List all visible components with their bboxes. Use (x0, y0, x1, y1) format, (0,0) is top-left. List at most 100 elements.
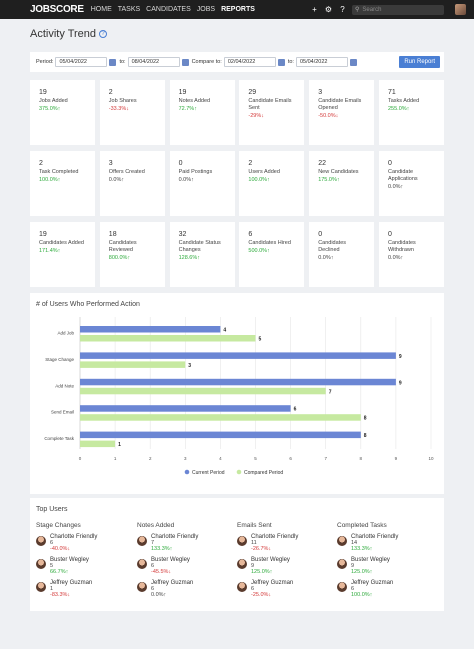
user-entry[interactable]: Jeffrey Guzman 6 100.0%↑ (337, 580, 437, 603)
filter-bar: Period: 05/04/2022 to: 08/04/2022 Compar… (30, 52, 444, 72)
user-name[interactable]: Jeffrey Guzman (50, 580, 93, 586)
user-entry[interactable]: Charlotte Friendly 7 133.3%↑ (137, 534, 237, 557)
calendar-icon[interactable] (277, 58, 285, 66)
stat-label: Candidates Declined (318, 240, 347, 253)
top-users-column: Emails Sent Charlotte Friendly 11 -26.7%↓ Bu… (237, 522, 337, 603)
stat-value: 0 (387, 160, 392, 167)
data-label: 9 (399, 354, 402, 360)
to-label: to: (119, 59, 126, 65)
stat-label: Candidate Applications (387, 169, 418, 182)
compare-to-input[interactable]: 05/04/2022 (295, 57, 348, 67)
bar (80, 405, 291, 412)
stat-card: 0 Candidates Declined 0.0%↑ (309, 222, 375, 287)
user-change: 133.3%↑ (351, 546, 373, 552)
user-entry[interactable]: Charlotte Friendly 11 -26.7%↓ (237, 534, 337, 557)
user-name[interactable]: Buster Wegley (351, 557, 390, 563)
stat-label: Job Shares (108, 98, 137, 104)
user-name[interactable]: Buster Wegley (151, 557, 190, 563)
run-report-button[interactable]: Run Report (399, 56, 440, 68)
user-change: 133.3%↑ (151, 546, 173, 552)
user-change: -83.3%↓ (50, 592, 71, 598)
data-label: 9 (399, 380, 402, 386)
category-label: Complete Task (44, 436, 74, 441)
user-entry[interactable]: Buster Wegley 6 -45.5%↓ (137, 557, 237, 580)
help-icon[interactable]: ? (340, 5, 345, 14)
user-entry[interactable]: Buster Wegley 9 125.0%↑ (337, 557, 437, 580)
user-change: 0.0%↑ (151, 592, 167, 598)
compare-from-input[interactable]: 02/04/2022 (223, 57, 276, 67)
search-icon: ⚲ (355, 7, 360, 13)
stat-change: 0.0%↑ (387, 184, 404, 190)
category-label: Add Job (57, 331, 74, 336)
user-name[interactable]: Jeffrey Guzman (151, 580, 194, 586)
user-avatar (337, 582, 347, 592)
x-tick-label: 7 (324, 456, 327, 461)
stat-card: 19 Jobs Added 375.0%↑ (30, 80, 95, 145)
data-label: 7 (329, 389, 332, 395)
compare-label: Compare to: (191, 59, 222, 65)
nav-jobs[interactable]: JOBS (196, 6, 216, 13)
stat-card: 18 Candidates Reviewed 800.0%↑ (99, 222, 165, 287)
stat-change: 175.0%↑ (318, 177, 340, 183)
user-entry[interactable]: Charlotte Friendly 14 133.3%↑ (337, 534, 437, 557)
user-entry[interactable]: Jeffrey Guzman 6 0.0%↑ (137, 580, 237, 603)
gear-icon[interactable]: ⚙ (324, 5, 333, 14)
user-value: 6 (50, 540, 54, 546)
user-avatar (36, 536, 46, 546)
stat-value: 2 (108, 89, 113, 96)
bar (80, 378, 396, 386)
user-entry[interactable]: Jeffrey Guzman 1 -83.3%↓ (36, 580, 136, 603)
column-title: Completed Tasks (337, 522, 387, 529)
x-tick-label: 10 (428, 456, 434, 461)
stat-card: 3 Candidate Emails Opened -50.0%↓ (309, 80, 375, 145)
user-name[interactable]: Charlotte Friendly (251, 534, 299, 540)
user-avatar[interactable] (455, 4, 466, 15)
top-users-column: Stage Changes Charlotte Friendly 6 -40.0%↓ B… (36, 522, 136, 603)
calendar-icon[interactable] (181, 58, 189, 66)
nav-candidates[interactable]: CANDIDATES (146, 6, 191, 13)
jobscore-logo[interactable]: JOBSCORE (30, 4, 84, 15)
data-label: 8 (364, 416, 367, 422)
stat-card: 29 Candidate Emails Sent -29%↓ (239, 80, 305, 145)
user-entry[interactable]: Jeffrey Guzman 6 -25.0%↓ (237, 580, 337, 603)
stat-label: New Candidates (318, 169, 359, 175)
user-name[interactable]: Jeffrey Guzman (351, 580, 394, 586)
bar (80, 326, 221, 333)
nav-reports[interactable]: REPORTS (221, 6, 255, 13)
search-input[interactable]: ⚲ Search (352, 4, 444, 15)
x-tick-label: 2 (149, 456, 152, 461)
period-to-input[interactable]: 08/04/2022 (127, 57, 180, 67)
stat-card: 0 Paid Postings 0.0%↑ (169, 151, 235, 216)
user-value: 5 (50, 563, 54, 569)
user-name[interactable]: Buster Wegley (50, 557, 89, 563)
stat-label: Offers Created (108, 169, 145, 175)
user-name[interactable]: Charlotte Friendly (50, 534, 98, 540)
user-avatar (137, 559, 147, 569)
stat-change: -50.0%↓ (318, 113, 339, 119)
user-entry[interactable]: Buster Wegley 5 66.7%↑ (36, 557, 136, 580)
nav-tasks[interactable]: TASKS (117, 6, 141, 13)
user-name[interactable]: Charlotte Friendly (151, 534, 199, 540)
user-entry[interactable]: Charlotte Friendly 6 -40.0%↓ (36, 534, 136, 557)
user-entry[interactable]: Buster Wegley 9 125.0%↑ (237, 557, 337, 580)
column-title: Notes Added (137, 522, 175, 529)
stat-label: Candidates Reviewed (108, 240, 137, 253)
stat-card: 3 Offers Created 0.0%↑ (99, 151, 165, 216)
user-name[interactable]: Buster Wegley (251, 557, 290, 563)
user-change: -40.0%↓ (50, 546, 71, 552)
stat-label: Candidate Emails Opened (318, 98, 362, 111)
user-name[interactable]: Jeffrey Guzman (251, 580, 294, 586)
chart-title: # of Users Who Performed Action (36, 301, 140, 308)
user-name[interactable]: Charlotte Friendly (351, 534, 399, 540)
user-change: 125.0%↑ (351, 569, 373, 575)
column-title: Emails Sent (237, 522, 272, 529)
calendar-icon[interactable] (109, 58, 117, 66)
x-tick-label: 5 (254, 456, 257, 461)
plus-icon[interactable]: + (312, 5, 317, 14)
period-from-input[interactable]: 05/04/2022 (55, 57, 108, 67)
help-circle-icon[interactable]: ? (99, 29, 108, 38)
user-value: 14 (351, 540, 358, 546)
data-label: 8 (364, 433, 367, 439)
calendar-icon[interactable] (349, 58, 357, 66)
nav-home[interactable]: HOME (90, 6, 112, 13)
